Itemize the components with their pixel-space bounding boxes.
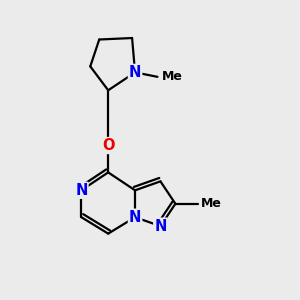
Text: Me: Me [162, 70, 183, 83]
Text: O: O [102, 138, 114, 153]
Text: N: N [154, 219, 167, 234]
Text: N: N [75, 183, 88, 198]
Text: N: N [129, 65, 141, 80]
Text: Me: Me [201, 197, 222, 210]
Text: N: N [129, 210, 141, 225]
